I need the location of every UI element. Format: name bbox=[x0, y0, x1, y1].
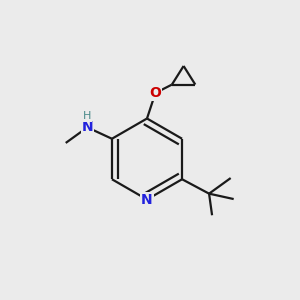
Text: N: N bbox=[82, 120, 93, 134]
Text: O: O bbox=[149, 86, 161, 100]
Text: H: H bbox=[83, 111, 92, 121]
Text: N: N bbox=[141, 193, 153, 206]
